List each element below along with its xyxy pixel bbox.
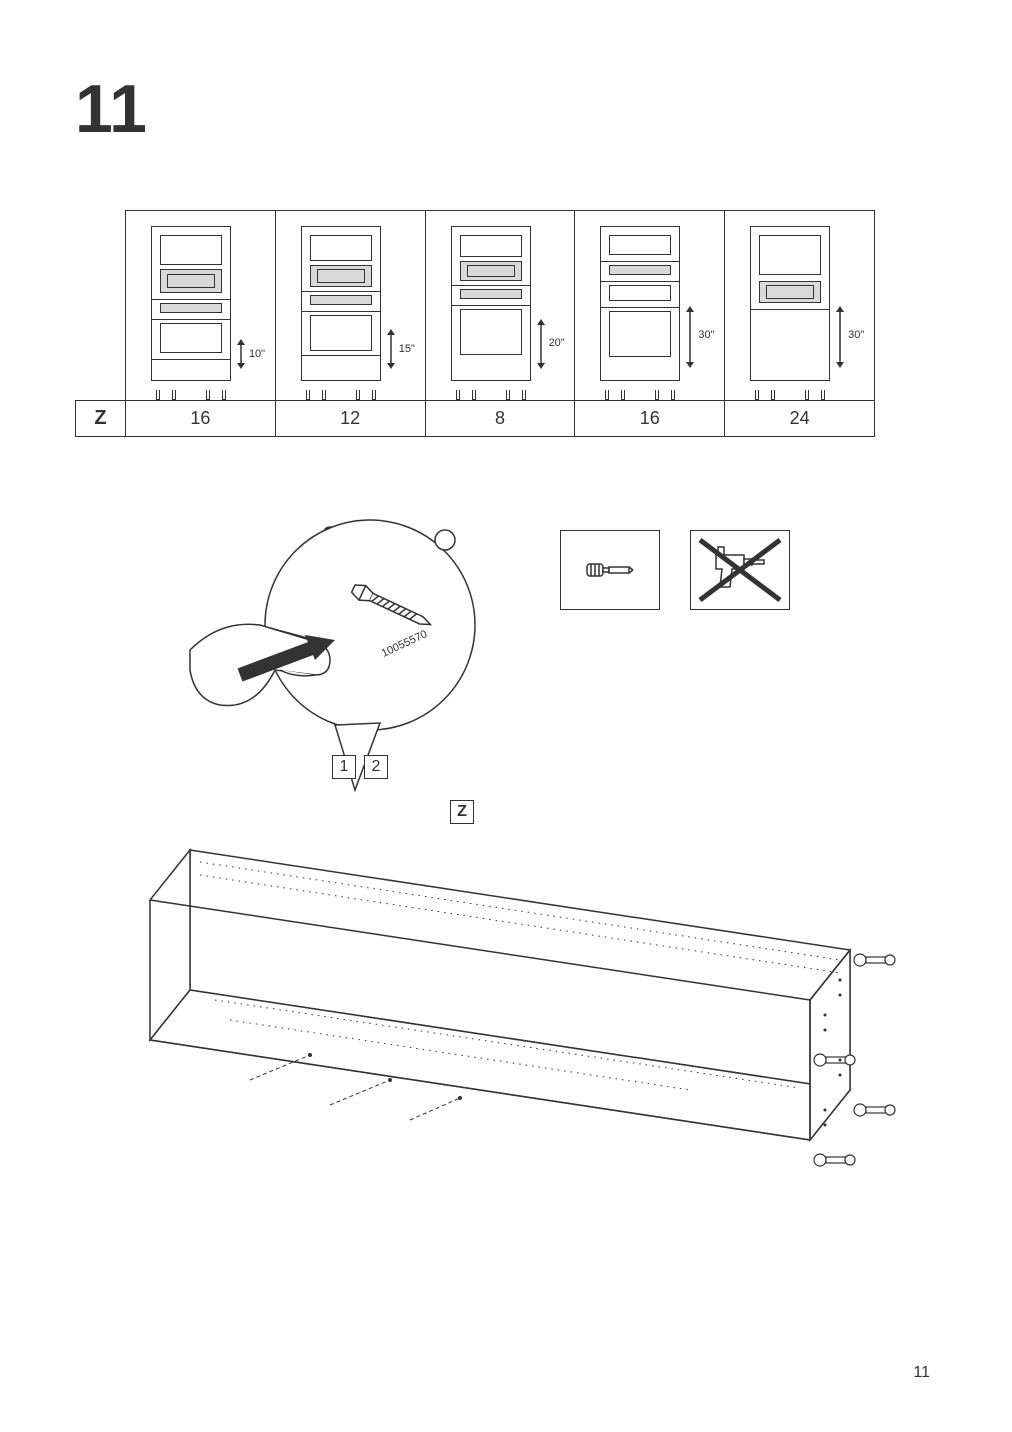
panel-ref-2: 2 xyxy=(364,755,388,779)
z-value-4: 16 xyxy=(575,401,725,437)
incorrect-tool-box xyxy=(690,530,790,610)
variant-cell-2: 15" xyxy=(275,211,425,401)
z-value-1: 16 xyxy=(125,401,275,437)
power-drill-icon xyxy=(710,545,770,595)
correct-tool-box xyxy=(560,530,660,610)
dim-label-4: 30" xyxy=(698,329,714,341)
variant-table: 10" 15" xyxy=(75,210,875,437)
z-value-3: 8 xyxy=(425,401,575,437)
dim-label-3: 20" xyxy=(549,337,565,349)
page-number: 11 xyxy=(913,1364,930,1382)
variant-cell-1: 10" xyxy=(125,211,275,401)
callout-bubble xyxy=(180,510,480,810)
table-corner xyxy=(76,211,126,401)
row-header-z: Z xyxy=(76,401,126,437)
variant-cell-5: 30" xyxy=(725,211,875,401)
variant-cell-3: 20" xyxy=(425,211,575,401)
carcass-isometric xyxy=(130,770,930,1210)
variant-cell-4: 30" xyxy=(575,211,725,401)
assembly-illustration: 6x 10055570 xyxy=(150,510,910,1210)
panel-ref-1: 1 xyxy=(332,755,356,779)
dim-label-2: 15" xyxy=(399,343,415,355)
screwdriver-icon xyxy=(585,550,635,590)
dim-label-1: 10" xyxy=(249,348,265,360)
panel-ref-z: Z xyxy=(450,800,474,824)
z-value-2: 12 xyxy=(275,401,425,437)
z-value-5: 24 xyxy=(725,401,875,437)
step-number: 11 xyxy=(75,70,147,148)
dim-label-5: 30" xyxy=(848,329,864,341)
